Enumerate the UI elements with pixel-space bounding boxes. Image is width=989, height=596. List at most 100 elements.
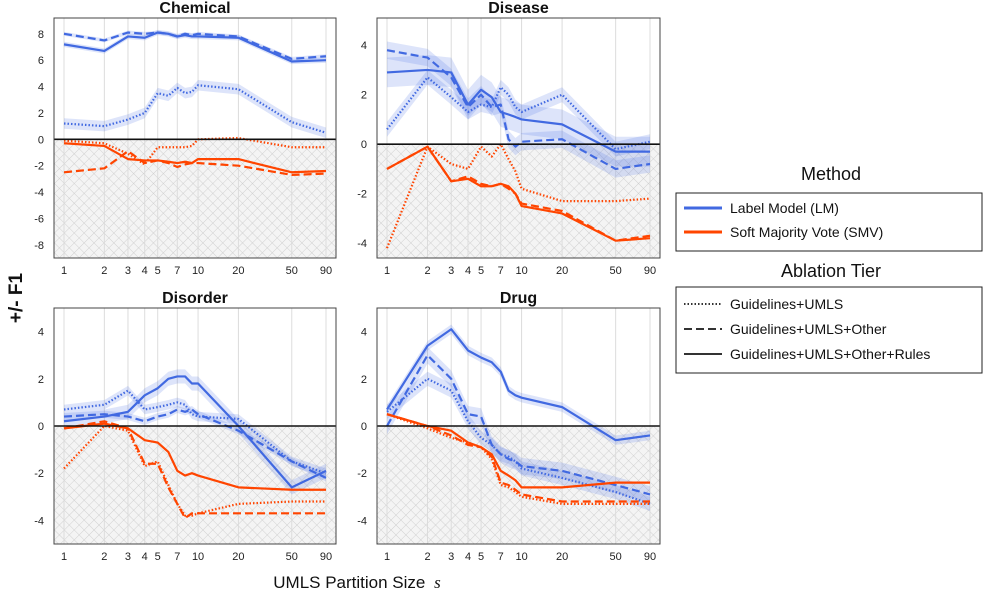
legend-method-title: Method	[801, 164, 861, 184]
y-tick-label: 8	[38, 29, 44, 41]
x-tick-label: 4	[142, 265, 148, 277]
y-tick-label: 0	[361, 421, 367, 433]
series-smv-solid	[63, 422, 326, 491]
x-tick-label: 1	[384, 265, 390, 277]
y-tick-label: -4	[34, 187, 44, 199]
y-tick-label: 4	[361, 40, 367, 52]
y-axis-label: +/- F1	[6, 272, 27, 323]
x-tick-label: 50	[286, 551, 298, 563]
x-tick-label: 90	[644, 265, 656, 277]
x-tick-label: 1	[61, 265, 67, 277]
plot-frame	[53, 17, 337, 259]
band-lm-solid	[64, 369, 326, 495]
x-tick-label: 10	[192, 265, 204, 277]
x-tick-label: 3	[448, 265, 454, 277]
series-lm-solid	[63, 31, 327, 63]
plot-frame	[376, 17, 661, 259]
x-tick-label: 4	[465, 551, 471, 563]
legend-dashed-label: Guidelines+UMLS+Other	[730, 321, 887, 337]
x-tick-label: 10	[515, 265, 527, 277]
legend-tier-title: Ablation Tier	[781, 261, 881, 281]
y-tick-label: -8	[34, 240, 44, 252]
series-lm-dotted	[386, 377, 651, 505]
y-tick-label: 0	[361, 139, 367, 151]
y-tick-label: 6	[38, 55, 44, 67]
series-smv-dashed	[63, 150, 327, 177]
x-tick-label: 4	[465, 265, 471, 277]
series-lm-solid	[386, 68, 650, 153]
band-lm-dashed	[64, 405, 326, 482]
x-tick-label: 50	[286, 265, 298, 277]
x-axis-label-symbol: s	[434, 573, 441, 592]
y-tick-label: 2	[361, 374, 367, 386]
series-lm-dashed	[386, 49, 651, 171]
y-tick-label: -4	[34, 515, 44, 527]
band-lm-dotted	[64, 385, 326, 478]
y-tick-label: -2	[34, 161, 44, 173]
plot-frame	[376, 307, 661, 545]
x-tick-label: 5	[155, 551, 161, 563]
x-tick-label: 20	[556, 551, 568, 563]
y-tick-label: 2	[38, 374, 44, 386]
x-tick-label: 50	[610, 265, 622, 277]
y-tick-label: 4	[361, 327, 367, 339]
x-tick-label: 90	[320, 265, 332, 277]
legend-tier-box: Guidelines+UMLS Guidelines+UMLS+Other Gu…	[675, 286, 983, 374]
x-tick-label: 2	[424, 551, 430, 563]
x-tick-label: 90	[644, 551, 656, 563]
series-smv-solid	[386, 145, 651, 242]
band-lm-dashed	[387, 346, 650, 503]
y-tick-label: -2	[34, 468, 44, 480]
legend-lm-label: Label Model (LM)	[730, 200, 839, 216]
y-tick-label: 4	[38, 327, 44, 339]
x-tick-label: 3	[125, 551, 131, 563]
x-tick-label: 2	[424, 265, 430, 277]
series-smv-dashed	[386, 413, 650, 503]
x-tick-label: 7	[498, 265, 504, 277]
x-tick-label: 5	[478, 265, 484, 277]
x-tick-label: 7	[498, 551, 504, 563]
x-tick-label: 7	[174, 551, 180, 563]
band-lm-dotted	[387, 371, 650, 511]
series-lm-dashed	[386, 354, 651, 496]
legend-dotted-label: Guidelines+UMLS	[730, 296, 843, 312]
band-lm-solid	[64, 29, 326, 65]
x-tick-label: 7	[174, 265, 180, 277]
series-lm-dashed	[63, 408, 327, 479]
x-tick-label: 20	[556, 265, 568, 277]
y-tick-label: -2	[357, 189, 367, 201]
band-lm-dotted	[387, 69, 650, 157]
y-tick-label: -2	[357, 468, 367, 480]
x-tick-label: 4	[142, 551, 148, 563]
y-tick-label: -6	[34, 213, 44, 225]
y-tick-label: -4	[357, 238, 367, 250]
band-lm-dotted	[64, 79, 326, 138]
x-tick-label: 2	[101, 265, 107, 277]
x-tick-label: 90	[320, 551, 332, 563]
x-tick-label: 5	[478, 551, 484, 563]
panel-title: Chemical	[159, 0, 230, 17]
y-tick-label: 0	[38, 421, 44, 433]
x-axis-label-text: UMLS Partition Size	[273, 573, 425, 592]
x-tick-label: 2	[101, 551, 107, 563]
x-tick-label: 20	[232, 265, 244, 277]
panel-title: Drug	[500, 290, 537, 307]
x-tick-label: 10	[192, 551, 204, 563]
x-tick-label: 1	[61, 551, 67, 563]
series-smv-solid	[63, 142, 327, 174]
y-tick-label: 0	[38, 134, 44, 146]
series-smv-solid	[386, 413, 650, 489]
series-lm-dotted	[63, 84, 327, 134]
y-tick-label: 2	[38, 108, 44, 120]
x-tick-label: 1	[384, 551, 390, 563]
series-smv-dotted	[63, 136, 326, 166]
x-tick-label: 20	[232, 551, 244, 563]
x-tick-label: 10	[515, 551, 527, 563]
legend-solid-label: Guidelines+UMLS+Other+Rules	[730, 346, 930, 362]
panel-title: Disorder	[162, 290, 228, 307]
